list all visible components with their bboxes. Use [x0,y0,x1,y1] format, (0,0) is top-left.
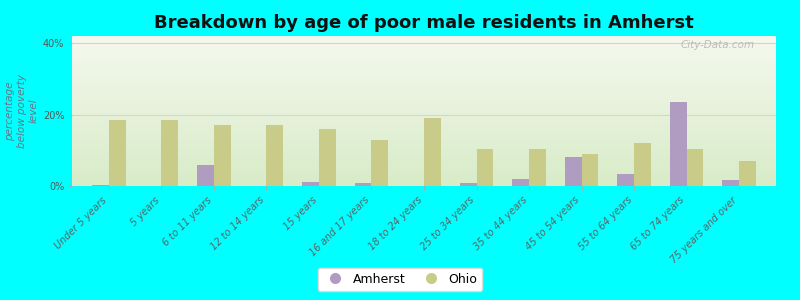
Bar [670,102,686,186]
Bar [460,183,477,186]
Bar [686,148,703,186]
Bar [565,158,582,186]
Title: Breakdown by age of poor male residents in Amherst: Breakdown by age of poor male residents … [154,14,694,32]
Y-axis label: percentage
below poverty
level: percentage below poverty level [6,74,38,148]
Bar [739,161,756,186]
Bar [477,148,494,186]
Bar [92,184,109,186]
Bar [424,118,441,186]
Bar [354,183,371,186]
Text: City-Data.com: City-Data.com [681,40,755,50]
Bar [512,179,529,186]
Bar [197,165,214,186]
Bar [266,125,283,186]
Legend: Amherst, Ohio: Amherst, Ohio [318,268,482,291]
Bar [214,125,230,186]
Bar [302,182,319,186]
Bar [109,120,126,186]
Bar [371,140,388,186]
Bar [634,143,651,186]
Bar [529,148,546,186]
Bar [582,154,598,186]
Bar [618,173,634,186]
Bar [319,129,336,186]
Bar [162,120,178,186]
Bar [722,180,739,186]
